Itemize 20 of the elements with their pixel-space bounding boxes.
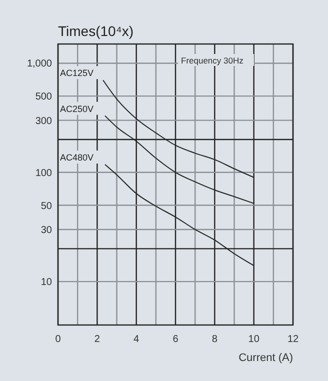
y-tick-label: 500 — [35, 92, 52, 103]
x-tick-label: 8 — [212, 334, 218, 345]
x-tick-label: 6 — [172, 334, 179, 345]
x-tick-label: 2 — [94, 334, 100, 345]
x-tick-label: 0 — [55, 334, 62, 345]
series-label: AC250V — [60, 104, 94, 114]
series-label: AC480V — [60, 152, 94, 163]
y-tick-label: 30 — [40, 224, 52, 236]
y-tick-label: 50 — [40, 200, 52, 212]
y-tick-label: 300 — [35, 116, 52, 127]
x-tick-label: 12 — [287, 334, 299, 345]
y-tick-label: 100 — [35, 168, 52, 179]
y-tick-label: 10 — [40, 277, 52, 288]
x-tick-label: 4 — [134, 334, 140, 345]
x-tick-label: 10 — [248, 334, 260, 345]
x-axis-title: Current (A) — [238, 352, 293, 364]
y-axis-title: Times(10⁴x) — [58, 23, 134, 39]
series-label: AC125V — [60, 68, 94, 78]
y-tick-label: 1,000 — [26, 58, 52, 70]
annotation: Frequency 30Hz — [181, 56, 244, 66]
